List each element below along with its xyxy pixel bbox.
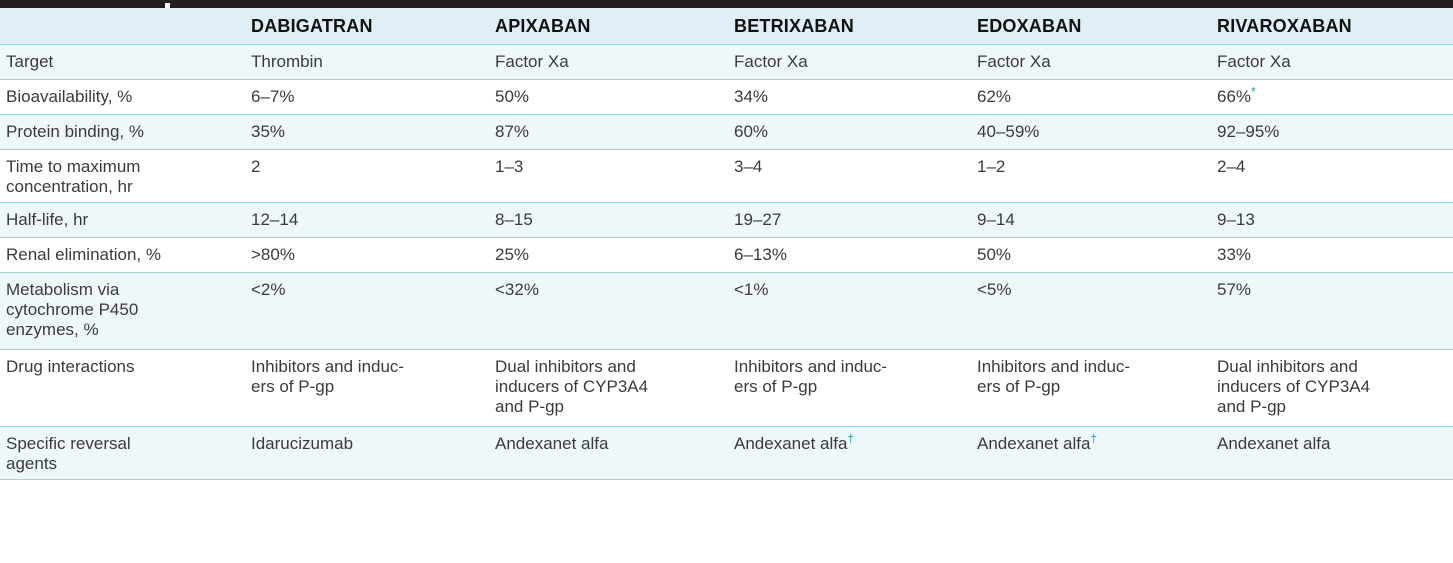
table-cell: 3–4	[728, 149, 971, 203]
table-cell: 50%	[489, 79, 728, 115]
table-cell: 2–4	[1211, 149, 1453, 203]
table-cell: Andexanet alfa	[489, 426, 728, 480]
header-cell-empty	[0, 8, 245, 45]
table-cell-with-asterisk: 66%*	[1211, 79, 1453, 115]
table-cell: Factor Xa	[728, 44, 971, 80]
table-cell: 57%	[1211, 272, 1453, 350]
table-cell: 40–59%	[971, 114, 1211, 150]
header-edoxaban: EDOXABAN	[971, 8, 1211, 45]
table-cell: 34%	[728, 79, 971, 115]
table-cell: 25%	[489, 237, 728, 273]
table-cell: 6–13%	[728, 237, 971, 273]
table-cell: 1–3	[489, 149, 728, 203]
header-apixaban: APIXABAN	[489, 8, 728, 45]
doac-comparison-table: DABIGATRAN APIXABAN BETRIXABAN EDOXABAN …	[0, 8, 1453, 480]
table-cell: <32%	[489, 272, 728, 350]
table-cell: 6–7%	[245, 79, 489, 115]
top-rule-right-segment	[170, 3, 1453, 8]
table-cell: 50%	[971, 237, 1211, 273]
row-label: Drug interactions	[0, 349, 245, 427]
top-rule	[0, 0, 1453, 3]
table-cell: 33%	[1211, 237, 1453, 273]
header-dabigatran: DABIGATRAN	[245, 8, 489, 45]
table-cell: Idarucizumab	[245, 426, 489, 480]
cell-value: Andexanet alfa	[734, 434, 848, 453]
row-label: Half-life, hr	[0, 202, 245, 238]
header-betrixaban: BETRIXABAN	[728, 8, 971, 45]
cell-value: Andexanet alfa	[977, 434, 1091, 453]
table-row-time-to-max: Time to maximum concentration, hr 2 1–3 …	[0, 149, 1453, 203]
table-cell: 1–2	[971, 149, 1211, 203]
table-cell: 60%	[728, 114, 971, 150]
table-cell: Factor Xa	[489, 44, 728, 80]
dagger-footnote-mark: †	[847, 431, 855, 446]
row-label: Renal elimination, %	[0, 237, 245, 273]
asterisk-footnote-mark: *	[1251, 84, 1256, 99]
table-cell: Factor Xa	[1211, 44, 1453, 80]
row-label: Metabolism via cytochrome P450 enzymes, …	[0, 272, 245, 350]
row-label: Bioavailability, %	[0, 79, 245, 115]
table-cell: <1%	[728, 272, 971, 350]
table-cell: Inhibitors and induc- ers of P-gp	[971, 349, 1211, 427]
table-row-renal-elimination: Renal elimination, % >80% 25% 6–13% 50% …	[0, 237, 1453, 273]
row-label: Time to maximum concentration, hr	[0, 149, 245, 203]
cell-value: 66%	[1217, 87, 1252, 106]
table-cell: 92–95%	[1211, 114, 1453, 150]
table-cell: 9–14	[971, 202, 1211, 238]
table-cell-with-dagger: Andexanet alfa†	[728, 426, 971, 480]
table-cell: <2%	[245, 272, 489, 350]
table-row-target: Target Thrombin Factor Xa Factor Xa Fact…	[0, 44, 1453, 80]
table-cell: 87%	[489, 114, 728, 150]
table-cell-with-dagger: Andexanet alfa†	[971, 426, 1211, 480]
table-cell: Dual inhibitors and inducers of CYP3A4 a…	[489, 349, 728, 427]
table-cell: Inhibitors and induc- ers of P-gp	[728, 349, 971, 427]
header-rivaroxaban: RIVAROXABAN	[1211, 8, 1453, 45]
table-cell: 9–13	[1211, 202, 1453, 238]
table-cell: 8–15	[489, 202, 728, 238]
table-cell: Dual inhibitors and inducers of CYP3A4 a…	[1211, 349, 1453, 427]
dagger-footnote-mark: †	[1090, 431, 1098, 446]
row-label: Specific reversal agents	[0, 426, 245, 480]
table-row-protein-binding: Protein binding, % 35% 87% 60% 40–59% 92…	[0, 114, 1453, 150]
table-cell: Inhibitors and induc- ers of P-gp	[245, 349, 489, 427]
table-row-bioavailability: Bioavailability, % 6–7% 50% 34% 62% 66%*	[0, 79, 1453, 115]
table-cell: Andexanet alfa	[1211, 426, 1453, 480]
table-cell: 62%	[971, 79, 1211, 115]
table-cell: >80%	[245, 237, 489, 273]
row-label: Protein binding, %	[0, 114, 245, 150]
header-row: DABIGATRAN APIXABAN BETRIXABAN EDOXABAN …	[0, 8, 1453, 45]
table-cell: Thrombin	[245, 44, 489, 80]
table-cell: <5%	[971, 272, 1211, 350]
table-cell: 12–14	[245, 202, 489, 238]
table-row-metabolism: Metabolism via cytochrome P450 enzymes, …	[0, 272, 1453, 350]
table-row-drug-interactions: Drug interactions Inhibitors and induc- …	[0, 349, 1453, 427]
table-cell: 35%	[245, 114, 489, 150]
top-rule-left-segment	[0, 3, 165, 8]
table-row-reversal-agents: Specific reversal agents Idarucizumab An…	[0, 426, 1453, 480]
table-row-half-life: Half-life, hr 12–14 8–15 19–27 9–14 9–13	[0, 202, 1453, 238]
table-cell: 2	[245, 149, 489, 203]
table-cell: Factor Xa	[971, 44, 1211, 80]
table-cell: 19–27	[728, 202, 971, 238]
row-label: Target	[0, 44, 245, 80]
